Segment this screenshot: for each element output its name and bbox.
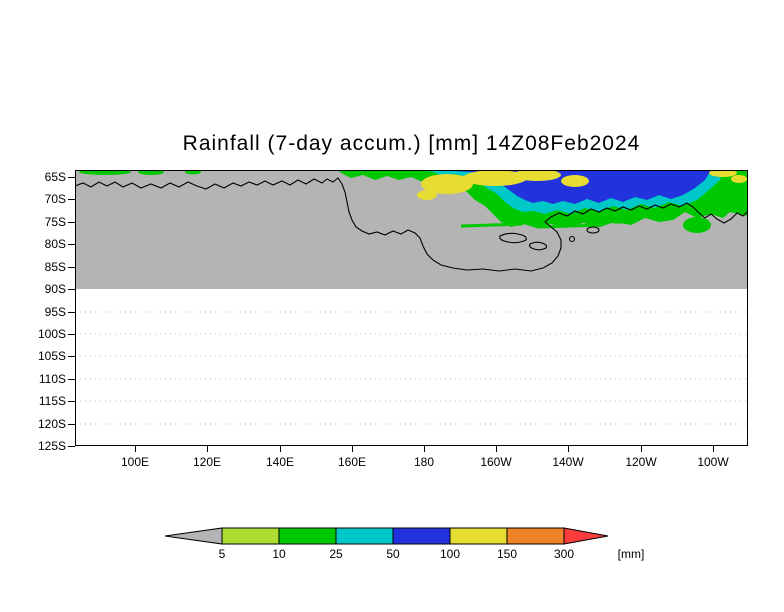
map-canvas — [74, 169, 749, 446]
antarctic-coastline — [74, 177, 749, 272]
island-contour-4 — [586, 226, 600, 234]
x-tick-mark — [713, 446, 714, 452]
x-tick-mark — [568, 446, 569, 452]
x-tick-mark — [496, 446, 497, 452]
y-tick-mark — [68, 424, 75, 425]
y-axis-tick-label: 100S — [37, 327, 66, 341]
x-tick-mark — [641, 446, 642, 452]
y-axis-tick-label: 105S — [37, 349, 66, 363]
x-axis-tick-label: 160W — [480, 455, 512, 469]
map-plot — [74, 169, 749, 446]
x-axis-tick-label: 160E — [337, 455, 367, 469]
y-axis-tick-label: 85S — [44, 260, 66, 274]
colorbar-tick-label: 100 — [439, 547, 461, 561]
colorbar-segment — [506, 527, 565, 545]
rain-thin-bands — [460, 220, 633, 229]
y-tick-mark — [68, 289, 75, 290]
y-axis-tick-label: 95S — [44, 305, 66, 319]
y-tick-mark — [68, 446, 75, 447]
colorbar-under-arrow — [164, 527, 223, 545]
colorbar — [164, 527, 609, 545]
colorbar-segment — [392, 527, 451, 545]
y-axis-tick-label: 115S — [38, 394, 66, 408]
colorbar-over-arrow — [563, 527, 609, 545]
y-axis-tick-label: 125S — [37, 439, 66, 453]
y-axis-tick-label: 90S — [44, 282, 66, 296]
colorbar-tick-label: 10 — [272, 547, 286, 561]
x-axis-tick-label: 140W — [552, 455, 584, 469]
colorbar-segment — [449, 527, 508, 545]
x-axis-tick-label: 100W — [697, 455, 729, 469]
plot-title: Rainfall (7-day accum.) [mm] 14Z08Feb202… — [182, 132, 641, 155]
x-tick-mark — [280, 446, 281, 452]
colorbar-tick-label: 300 — [553, 547, 575, 561]
x-axis-tick-label: 120W — [625, 455, 657, 469]
y-tick-mark — [68, 177, 75, 178]
y-tick-mark — [68, 356, 75, 357]
y-axis-tick-label: 70S — [44, 192, 66, 206]
x-tick-mark — [135, 446, 136, 452]
colorbar-unit-label: [mm] — [617, 547, 645, 561]
x-axis-tick-label: 100E — [120, 455, 150, 469]
y-axis-tick-label: 75S — [44, 215, 66, 229]
y-tick-mark — [68, 267, 75, 268]
colorbar-tick-label: 50 — [386, 547, 400, 561]
colorbar-segment — [221, 527, 280, 545]
island-contour-1 — [499, 232, 527, 244]
plot-frame — [75, 170, 748, 446]
rain-small-patch — [683, 217, 711, 233]
y-tick-mark — [68, 312, 75, 313]
y-tick-mark — [68, 199, 75, 200]
x-tick-mark — [352, 446, 353, 452]
x-axis-tick-label: 180 — [413, 455, 435, 469]
colorbar-tick-label: 150 — [496, 547, 518, 561]
island-contour-2 — [528, 241, 548, 251]
x-tick-mark — [207, 446, 208, 452]
y-axis-tick-label: 80S — [44, 237, 66, 251]
y-axis-tick-label: 120S — [37, 417, 66, 431]
x-tick-mark — [424, 446, 425, 452]
colorbar-tick-label: 25 — [329, 547, 343, 561]
y-tick-mark — [68, 334, 75, 335]
x-axis-tick-label: 140E — [265, 455, 295, 469]
colorbar-segment — [335, 527, 394, 545]
y-tick-mark — [68, 222, 75, 223]
y-tick-mark — [68, 401, 75, 402]
y-axis-tick-label: 65S — [44, 170, 66, 184]
island-contour-3 — [568, 235, 576, 243]
colorbar-segment — [278, 527, 337, 545]
y-tick-mark — [68, 244, 75, 245]
colorbar-tick-label: 5 — [218, 547, 226, 561]
lat-gridlines — [75, 311, 748, 425]
x-axis-tick-label: 120E — [192, 455, 222, 469]
y-axis-tick-label: 110S — [38, 372, 66, 386]
coastlines — [74, 177, 749, 272]
y-tick-mark — [68, 379, 75, 380]
